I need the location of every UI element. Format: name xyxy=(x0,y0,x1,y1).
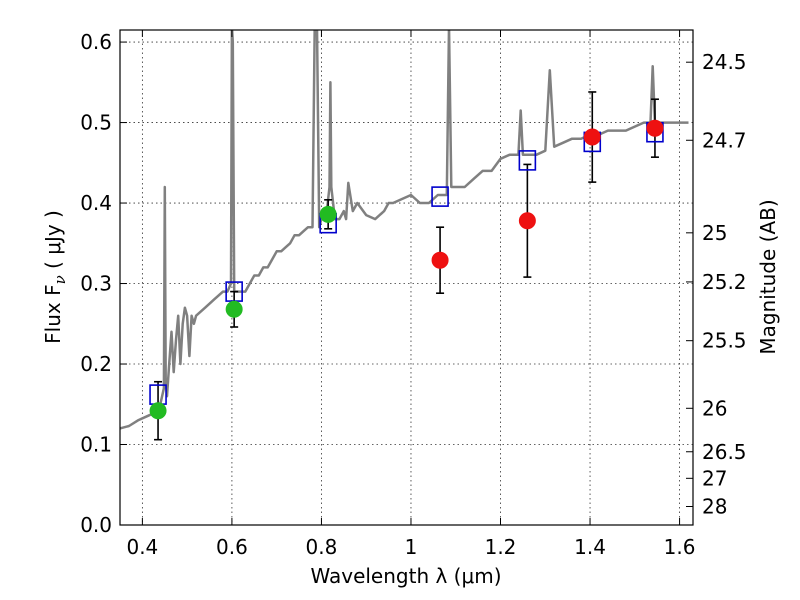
x-tick-label: 1.4 xyxy=(574,535,606,559)
ticks xyxy=(120,30,693,526)
y2-tick-label: 25 xyxy=(702,221,727,245)
y2-tick-label: 26 xyxy=(702,396,727,420)
observed-red-point xyxy=(431,251,449,269)
y-axis-label: Flux Fν ( μJy ) xyxy=(41,210,69,344)
y2-tick-label: 25.2 xyxy=(702,270,747,294)
marker-layer xyxy=(149,119,664,420)
y-tick-label: 0.2 xyxy=(80,352,112,376)
plot-area-background xyxy=(120,30,693,525)
y-tick-label: 0.5 xyxy=(80,111,112,135)
y2-tick-label: 28 xyxy=(702,494,727,518)
x-tick-label: 1.6 xyxy=(664,535,696,559)
observed-green-point xyxy=(225,300,243,318)
y-tick-label: 0.4 xyxy=(80,191,112,215)
observed-red-point xyxy=(518,212,536,230)
model-photometry-square xyxy=(431,186,449,207)
y2-tick-label: 27 xyxy=(702,466,727,490)
x-tick-label: 1.2 xyxy=(485,535,517,559)
model-photometry-square xyxy=(518,150,537,171)
plot-frame xyxy=(119,29,694,526)
y2-axis-label: Magnitude (AB) xyxy=(756,199,780,354)
x-tick-label: 0.4 xyxy=(126,535,158,559)
observed-red-point xyxy=(646,119,664,137)
x-axis-label: Wavelength λ (μm) xyxy=(310,564,501,588)
x-tick-label: 0.8 xyxy=(306,535,338,559)
y-tick-label: 0.3 xyxy=(80,272,112,296)
y2-tick-label: 25.5 xyxy=(702,329,747,353)
y2-tick-label: 24.7 xyxy=(702,128,747,152)
y-tick-label: 0.6 xyxy=(80,30,112,54)
y2-tick-label: 26.5 xyxy=(702,440,747,464)
y2-tick-label: 24.5 xyxy=(702,50,747,74)
x-tick-label: 1 xyxy=(405,535,418,559)
observed-green-point xyxy=(319,205,337,223)
y-tick-label: 0.0 xyxy=(80,513,112,537)
observed-red-point xyxy=(583,128,601,146)
x-tick-label: 0.6 xyxy=(216,535,248,559)
observed-green-point xyxy=(149,402,167,420)
y-tick-label: 0.1 xyxy=(80,433,112,457)
tick-labels: 0.4 0.6 0.8 1 1.2 1.4 1.6 0.0 0.1 0.2 0.3 0.4 0.5 0.6… xyxy=(80,30,746,559)
